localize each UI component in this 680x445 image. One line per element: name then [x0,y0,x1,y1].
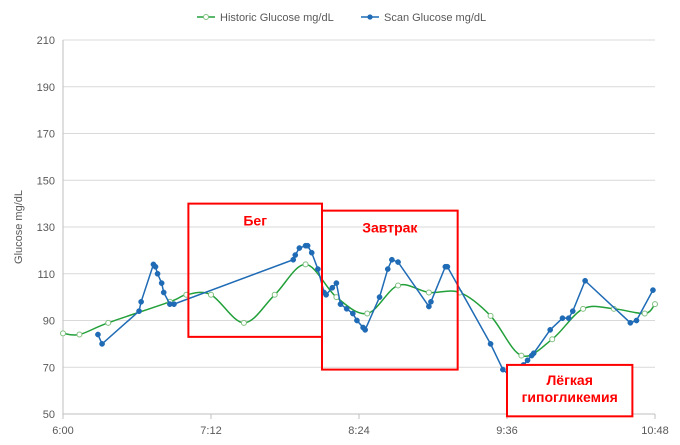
data-point [154,270,161,277]
data-point [633,317,640,324]
data-point [500,366,506,373]
y-axis-label: Glucose mg/dL [13,190,25,264]
legend-marker [367,14,373,20]
data-point [549,336,556,343]
data-point [302,261,309,268]
y-tick-label: 170 [37,129,55,141]
data-point [240,319,247,326]
data-point [610,305,617,312]
data-point [426,303,432,310]
y-tick-label: 70 [43,362,55,374]
data-point [136,308,142,314]
data-point [171,301,177,307]
legend-label: Historic Glucose mg/dL [220,12,334,24]
data-point [60,330,66,337]
annotation-label: Бег [243,213,267,229]
series-0 [60,261,658,359]
data-point [95,331,101,338]
data-point [152,263,159,270]
data-point [343,305,350,312]
data-point [337,301,344,307]
legend-label: Scan Glucose mg/dL [384,12,486,24]
data-point [323,291,329,298]
series-line [62,263,656,358]
data-point [308,249,315,256]
data-point [384,266,391,272]
data-point [428,298,434,305]
series-1 [95,242,656,380]
y-tick-labels: 50 70 90 110 130 150 170 190 210 [37,35,55,421]
series-line [97,244,654,378]
data-point [565,315,572,322]
data-point [650,287,656,293]
x-tick-label: 6:00 [52,425,73,437]
y-tick-label: 210 [37,35,55,47]
y-tick-label: 130 [37,222,55,234]
y-tick-label: 190 [37,82,55,94]
data-point [530,350,537,357]
data-point [487,312,494,319]
x-tick-label: 7:12 [200,425,221,437]
data-point [138,298,144,305]
data-point [349,310,356,317]
x-tick-label: 8:24 [348,425,369,437]
data-point [99,341,105,347]
annotation-label: гипогликемия [522,389,618,405]
data-point [444,263,451,270]
data-point [354,317,360,324]
legend: Historic Glucose mg/dL Scan Glucose mg/dL [197,12,486,24]
data-point [652,301,658,308]
series-lines [60,242,658,380]
data-point [304,242,311,249]
data-point [76,331,83,338]
x-tick-labels: 6:00 7:12 8:24 9:36 10:48 [52,425,668,437]
data-point [389,256,395,263]
data-point [627,319,634,326]
annotation-label: Завтрак [362,220,418,236]
data-point [582,277,588,284]
data-point [362,327,369,333]
grid-lines [63,39,655,415]
data-point [105,319,112,326]
annotation-1: Завтрак [321,209,459,371]
data-point [315,266,321,272]
data-point [425,289,432,296]
axes [62,40,656,419]
data-point [395,259,401,265]
data-point [208,291,214,298]
data-point [292,252,299,258]
data-point [559,315,566,322]
data-point [524,357,531,364]
data-point [547,327,554,333]
data-point [271,291,278,298]
data-point [160,289,167,296]
data-point [569,308,576,314]
data-point [329,284,336,291]
legend-marker [203,14,209,20]
data-point [290,256,297,263]
annotation-label: Лёгкая [546,372,592,388]
x-tick-label: 9:36 [496,425,517,437]
data-point [641,310,648,317]
data-point [158,280,165,286]
data-point [364,310,371,317]
y-tick-label: 90 [43,316,55,328]
annotation-box [506,363,634,418]
data-point [518,352,525,359]
data-point [376,294,383,300]
x-tick-label: 10:48 [641,425,669,437]
annotation-box [321,209,459,371]
y-tick-label: 50 [43,409,55,421]
y-tick-label: 150 [37,175,55,187]
data-point [395,282,402,289]
data-point [333,280,340,286]
data-point [296,245,303,251]
data-point [580,305,587,312]
y-tick-label: 110 [37,269,55,281]
data-point [487,341,494,347]
